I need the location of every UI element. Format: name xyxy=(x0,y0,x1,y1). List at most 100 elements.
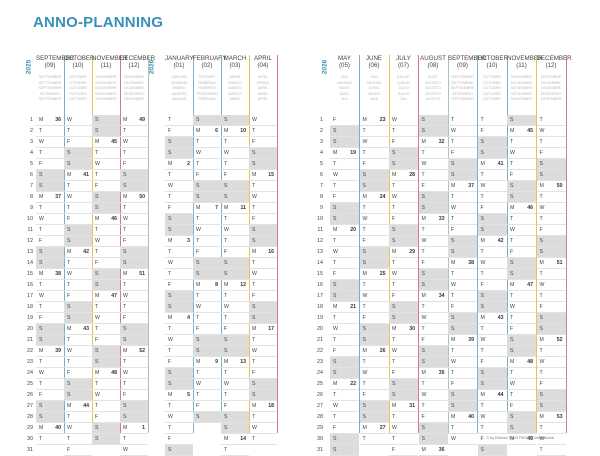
day-cell[interactable]: M 44 xyxy=(64,401,92,412)
day-cell[interactable]: T xyxy=(359,357,389,368)
day-cell[interactable]: M 40 xyxy=(448,412,477,423)
day-cell[interactable]: F xyxy=(165,126,193,137)
day-cell[interactable]: M 24 xyxy=(359,192,389,203)
day-cell[interactable]: W xyxy=(448,126,477,137)
day-cell[interactable]: S xyxy=(507,423,536,434)
day-cell[interactable]: S xyxy=(507,269,536,280)
day-cell[interactable]: T xyxy=(507,368,536,379)
day-cell[interactable]: M 19 xyxy=(330,148,359,159)
day-cell[interactable]: S xyxy=(507,258,536,269)
day-cell[interactable]: S xyxy=(92,357,120,368)
day-cell[interactable]: M 52 xyxy=(536,335,566,346)
day-cell[interactable]: S xyxy=(165,148,193,159)
day-cell[interactable]: S xyxy=(359,181,389,192)
day-cell[interactable]: W xyxy=(64,423,92,434)
day-cell[interactable]: F xyxy=(120,236,148,247)
day-cell[interactable]: W xyxy=(536,126,566,137)
day-cell[interactable]: W xyxy=(165,412,193,423)
day-cell[interactable]: T xyxy=(64,181,92,192)
day-cell[interactable]: S xyxy=(165,291,193,302)
day-cell[interactable]: M 21 xyxy=(330,302,359,313)
day-cell[interactable]: S xyxy=(92,434,120,445)
day-cell[interactable]: T xyxy=(193,390,221,401)
day-cell[interactable]: T xyxy=(477,192,507,203)
day-cell[interactable]: S xyxy=(507,192,536,203)
day-cell[interactable]: T xyxy=(193,214,221,225)
day-cell[interactable]: S xyxy=(92,192,120,203)
day-cell[interactable]: T xyxy=(330,335,359,346)
day-cell[interactable]: M 47 xyxy=(507,280,536,291)
day-cell[interactable]: F xyxy=(249,368,277,379)
day-cell[interactable]: W xyxy=(221,302,249,313)
day-cell[interactable]: F xyxy=(36,390,64,401)
day-cell[interactable]: M 46 xyxy=(92,214,120,225)
day-cell[interactable]: W xyxy=(359,291,389,302)
day-cell[interactable]: S xyxy=(221,412,249,423)
day-cell[interactable]: T xyxy=(477,324,507,335)
day-cell[interactable]: F xyxy=(418,335,448,346)
day-cell[interactable]: M 47 xyxy=(92,291,120,302)
day-cell[interactable]: F xyxy=(359,313,389,324)
day-cell[interactable]: S xyxy=(249,159,277,170)
day-cell[interactable]: T xyxy=(330,181,359,192)
day-cell[interactable]: W xyxy=(193,225,221,236)
day-cell[interactable]: S xyxy=(120,181,148,192)
day-cell[interactable]: T xyxy=(92,170,120,181)
day-cell[interactable]: T xyxy=(221,445,249,456)
day-cell[interactable]: T xyxy=(477,115,507,126)
day-cell[interactable]: S xyxy=(507,335,536,346)
day-cell[interactable]: F xyxy=(359,236,389,247)
day-cell[interactable]: W xyxy=(64,192,92,203)
day-cell[interactable]: F xyxy=(448,302,477,313)
day-cell[interactable]: S xyxy=(120,258,148,269)
day-cell[interactable]: W xyxy=(477,412,507,423)
day-cell[interactable]: M 45 xyxy=(507,126,536,137)
day-cell[interactable]: T xyxy=(165,269,193,280)
day-cell[interactable]: W xyxy=(120,137,148,148)
day-cell[interactable]: S xyxy=(193,412,221,423)
day-cell[interactable]: T xyxy=(536,423,566,434)
day-cell[interactable]: M 28 xyxy=(389,170,418,181)
day-cell[interactable]: W xyxy=(36,214,64,225)
day-cell[interactable]: M 10 xyxy=(221,126,249,137)
day-cell[interactable]: F xyxy=(92,335,120,346)
day-cell[interactable]: F xyxy=(507,401,536,412)
day-cell[interactable]: T xyxy=(193,236,221,247)
day-cell[interactable]: W xyxy=(193,302,221,313)
day-cell[interactable]: W xyxy=(389,269,418,280)
day-cell[interactable]: S xyxy=(64,159,92,170)
day-cell[interactable]: S xyxy=(330,137,359,148)
day-cell[interactable]: S xyxy=(36,170,64,181)
day-cell[interactable]: W xyxy=(64,115,92,126)
day-cell[interactable]: T xyxy=(389,357,418,368)
day-cell[interactable]: F xyxy=(64,368,92,379)
day-cell[interactable]: W xyxy=(120,445,148,456)
day-cell[interactable]: S xyxy=(330,357,359,368)
day-cell[interactable]: S xyxy=(418,192,448,203)
day-cell[interactable]: T xyxy=(36,280,64,291)
day-cell[interactable]: S xyxy=(120,247,148,258)
day-cell[interactable]: M 44 xyxy=(477,390,507,401)
day-cell[interactable]: W xyxy=(165,181,193,192)
day-cell[interactable]: T xyxy=(36,126,64,137)
day-cell[interactable]: T xyxy=(249,357,277,368)
day-cell[interactable]: S xyxy=(330,434,359,445)
day-cell[interactable]: S xyxy=(92,126,120,137)
day-cell[interactable]: T xyxy=(536,368,566,379)
day-cell[interactable]: T xyxy=(418,148,448,159)
day-cell[interactable]: S xyxy=(249,390,277,401)
day-cell[interactable]: M 26 xyxy=(359,346,389,357)
day-cell[interactable]: S xyxy=(221,192,249,203)
day-cell[interactable]: M 27 xyxy=(359,423,389,434)
day-cell[interactable]: T xyxy=(120,148,148,159)
day-cell[interactable]: T xyxy=(165,346,193,357)
day-cell[interactable]: M 15 xyxy=(249,170,277,181)
day-cell[interactable]: F xyxy=(193,170,221,181)
day-cell[interactable]: T xyxy=(221,214,249,225)
day-cell[interactable]: F xyxy=(92,412,120,423)
day-cell[interactable]: S xyxy=(330,203,359,214)
day-cell[interactable]: S xyxy=(477,302,507,313)
